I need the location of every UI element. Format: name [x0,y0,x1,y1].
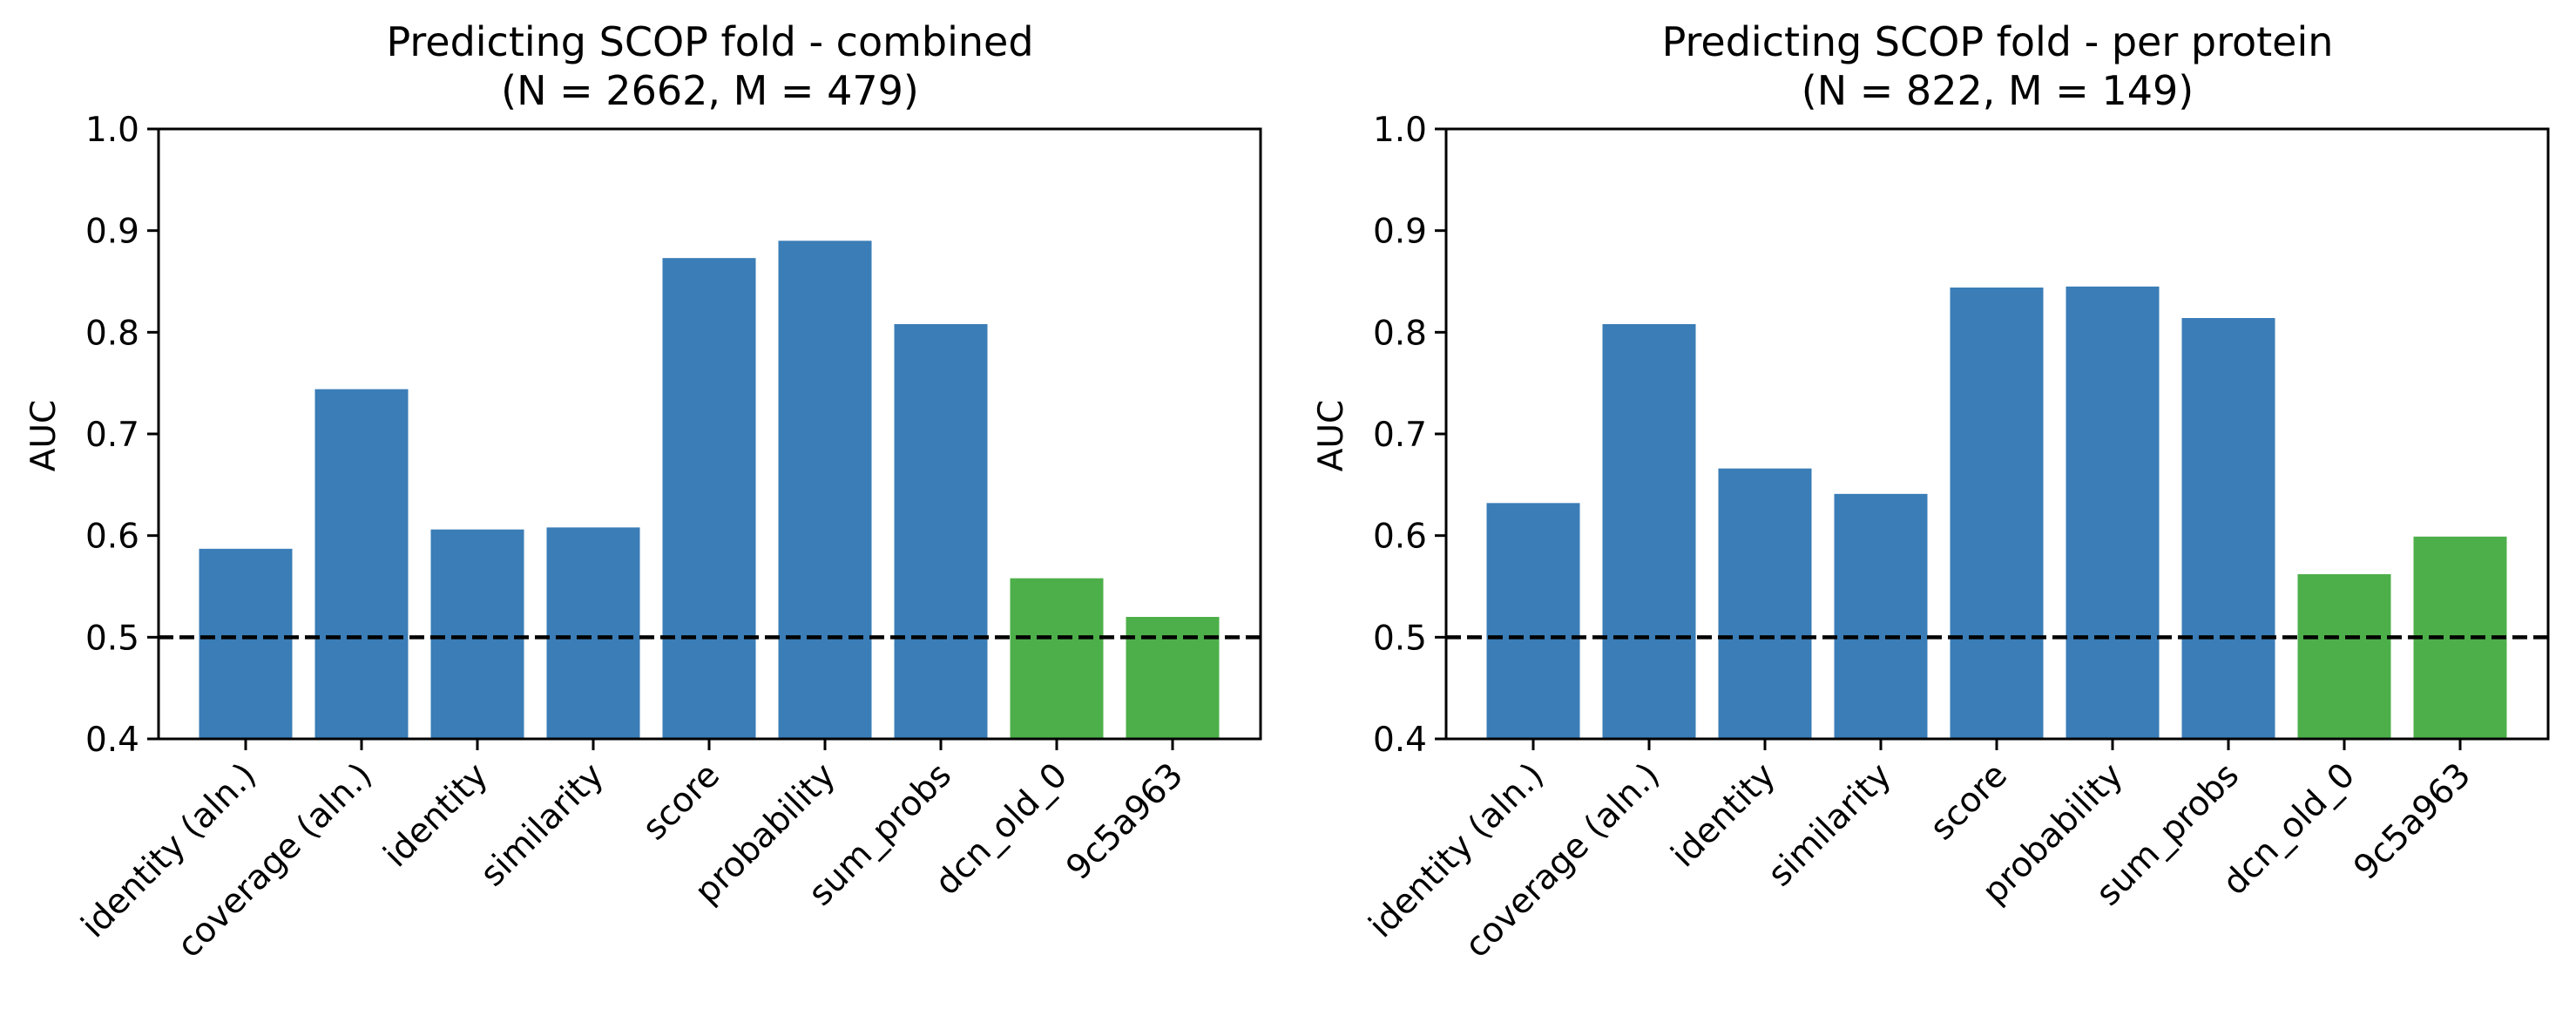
bar-dcn-old-0 [1010,578,1104,739]
bar-identity [1718,468,1812,739]
bar-sum-probs [894,324,988,739]
chart-subtitle: (N = 2662, M = 479) [501,67,919,114]
bar-sum-probs [2181,318,2275,739]
x-tick-label: similarity [1761,755,1899,894]
y-tick-label: 0.5 [85,619,139,658]
x-tick-label: 9c5a963 [2346,755,2478,888]
bar-probability [778,240,872,739]
x-tick-label: identity [1664,755,1783,875]
x-tick-label: similarity [473,755,612,894]
y-tick-label: 0.8 [1373,314,1427,353]
x-tick-label: identity [376,755,496,875]
y-tick-label: 0.7 [85,416,139,455]
bar-score [1950,288,2044,739]
x-axis: identity (aln.)coverage (aln.)identitysi… [1362,739,2478,965]
x-tick-label: score [635,755,727,848]
bar-9c5a963 [1126,617,1220,739]
x-tick-label: score [1923,755,2015,848]
y-tick-label: 0.5 [1373,619,1427,658]
y-axis-label: AUC [1312,400,1351,471]
bar-identity-aln- [199,548,293,739]
bar-similarity [546,527,640,739]
chart-panel-combined: Predicting SCOP fold - combined (N = 266… [24,18,1262,965]
bar-probability [2066,286,2160,739]
y-tick-label: 0.4 [85,721,139,760]
x-axis: identity (aln.)coverage (aln.)identitysi… [74,739,1191,965]
y-tick-label: 0.9 [1373,213,1427,252]
x-tick-label: 9c5a963 [1058,755,1191,888]
bar-identity-aln- [1486,503,1580,739]
y-tick-label: 0.6 [1373,518,1427,557]
bar-coverage-aln- [1602,324,1696,739]
y-axis-label: AUC [24,400,64,471]
x-tick-label: coverage (aln.) [170,755,380,965]
bars [199,240,1220,740]
chart-panel-per-protein: Predicting SCOP fold - per protein (N = … [1312,18,2550,965]
bars [1486,286,2507,739]
chart-title: Predicting SCOP fold - combined [386,18,1033,65]
bar-dcn-old-0 [2297,574,2391,739]
y-axis: 0.4 0.5 0.6 0.7 0.8 0.9 1.0 [1373,111,1446,760]
y-tick-label: 1.0 [85,111,139,150]
y-tick-label: 0.7 [1373,416,1427,455]
chart-title: Predicting SCOP fold - per protein [1662,18,2334,65]
y-tick-label: 0.8 [85,314,139,353]
y-tick-label: 0.6 [85,518,139,557]
bar-similarity [1834,493,1928,739]
y-tick-label: 0.4 [1373,721,1427,760]
bar-coverage-aln- [314,389,409,739]
x-tick-label: coverage (aln.) [1457,755,1667,965]
y-tick-label: 1.0 [1373,111,1427,150]
y-axis: 0.4 0.5 0.6 0.7 0.8 0.9 1.0 [85,111,159,760]
chart-subtitle: (N = 822, M = 149) [1802,67,2194,114]
y-tick-label: 0.9 [85,213,139,252]
bar-identity [430,529,524,739]
bar-score [662,258,756,740]
